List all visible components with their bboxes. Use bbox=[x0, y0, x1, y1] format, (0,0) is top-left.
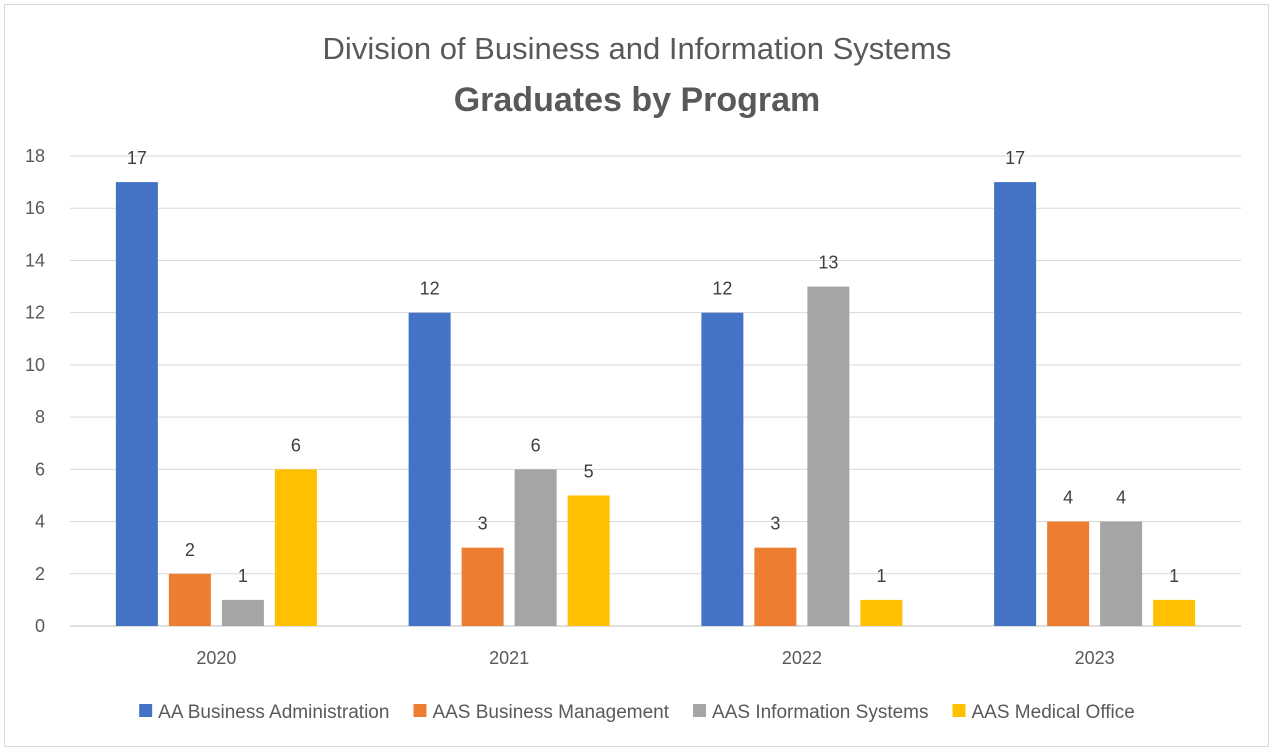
legend-label: AAS Medical Office bbox=[972, 702, 1135, 723]
data-label: 2 bbox=[185, 540, 195, 560]
y-tick-label: 6 bbox=[35, 459, 45, 479]
bar bbox=[514, 469, 557, 626]
grid-lines bbox=[70, 155, 1241, 627]
legend: AA Business Administration AAS Business M… bbox=[139, 702, 1135, 723]
legend-label: AAS Information Systems bbox=[712, 702, 928, 723]
legend-label: AA Business Administration bbox=[158, 702, 389, 723]
x-tick-label: 2022 bbox=[782, 648, 822, 668]
legend-swatch bbox=[413, 704, 427, 717]
data-label: 1 bbox=[238, 566, 248, 586]
legend-label: AAS Business Management bbox=[432, 702, 669, 723]
legend-item: AAS Business Management bbox=[413, 702, 670, 723]
y-tick-label: 18 bbox=[25, 146, 45, 166]
bar bbox=[754, 547, 797, 626]
legend-item: AAS Information Systems bbox=[693, 702, 929, 723]
data-label: 13 bbox=[818, 253, 838, 273]
legend-item: AAS Medical Office bbox=[952, 702, 1135, 723]
data-label: 17 bbox=[127, 148, 147, 168]
data-label: 6 bbox=[291, 435, 301, 455]
bar bbox=[1100, 521, 1143, 626]
chart-subtitle: Graduates by Program bbox=[454, 81, 821, 119]
bar bbox=[221, 599, 264, 626]
data-label: 6 bbox=[531, 435, 541, 455]
data-label: 12 bbox=[712, 279, 732, 299]
legend-item: AA Business Administration bbox=[139, 702, 389, 723]
x-tick-label: 2023 bbox=[1075, 648, 1115, 668]
data-label: 12 bbox=[420, 279, 440, 299]
data-label: 4 bbox=[1063, 488, 1073, 508]
data-labels: 17 2 1 6 12 3 6 5 12 3 13 1 17 4 4 1 bbox=[127, 148, 1179, 586]
bar bbox=[461, 547, 504, 626]
bar bbox=[1047, 521, 1090, 626]
data-label: 17 bbox=[1005, 148, 1025, 168]
data-label: 1 bbox=[1169, 566, 1179, 586]
y-tick-label: 12 bbox=[25, 303, 45, 323]
chart-title: Division of Business and Information Sys… bbox=[323, 31, 952, 66]
legend-swatch bbox=[139, 704, 153, 717]
bar bbox=[701, 312, 744, 626]
y-tick-label: 10 bbox=[25, 355, 45, 375]
legend-swatch bbox=[952, 704, 966, 717]
y-tick-label: 0 bbox=[35, 616, 45, 636]
bar bbox=[274, 469, 317, 626]
bar bbox=[860, 599, 903, 626]
bars bbox=[115, 182, 1196, 626]
data-label: 4 bbox=[1116, 488, 1126, 508]
x-axis-ticks: 2020 2021 2022 2023 bbox=[196, 648, 1114, 668]
legend-swatch bbox=[693, 704, 707, 717]
data-label: 3 bbox=[770, 514, 780, 534]
y-tick-label: 16 bbox=[25, 198, 45, 218]
y-tick-label: 14 bbox=[25, 250, 45, 270]
data-label: 3 bbox=[478, 514, 488, 534]
bar bbox=[807, 286, 850, 626]
x-tick-label: 2020 bbox=[196, 648, 236, 668]
bar bbox=[408, 312, 451, 626]
bar bbox=[168, 573, 211, 626]
bar bbox=[994, 182, 1037, 626]
y-tick-label: 4 bbox=[35, 512, 45, 532]
bar bbox=[115, 182, 158, 626]
data-label: 1 bbox=[876, 566, 886, 586]
bar bbox=[567, 495, 610, 626]
data-label: 5 bbox=[584, 461, 594, 481]
bar bbox=[1153, 599, 1196, 626]
y-tick-label: 2 bbox=[35, 564, 45, 584]
y-tick-label: 8 bbox=[35, 407, 45, 427]
x-tick-label: 2021 bbox=[489, 648, 529, 668]
y-axis-ticks: 0 2 4 6 8 10 12 14 16 18 bbox=[25, 146, 45, 636]
